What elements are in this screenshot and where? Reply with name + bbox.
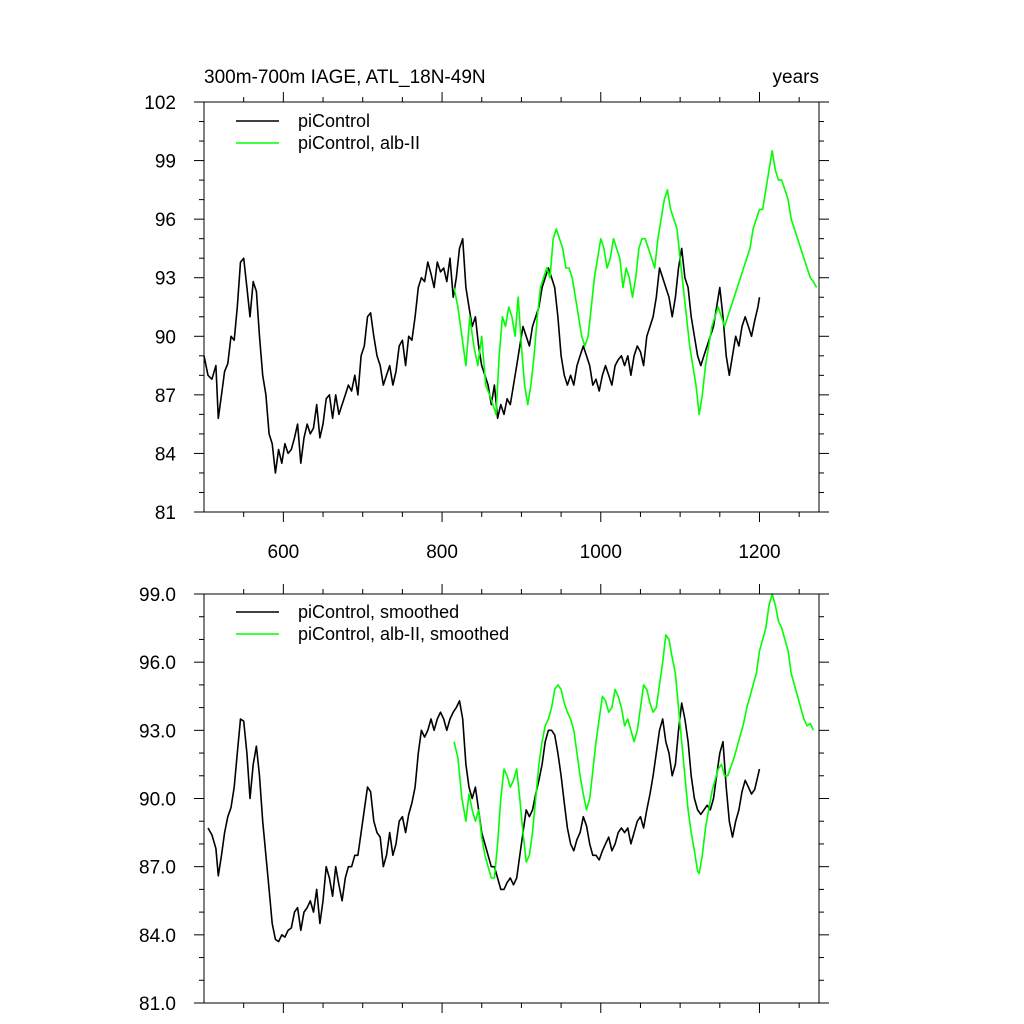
series-line-1 [453,593,815,879]
y-tick-label: 81 [155,503,176,524]
y-tick-label: 84 [155,444,177,465]
y-tick-label: 81.0 [139,994,176,1015]
legend-label-picontrol-smoothed: piControl, smoothed [298,602,459,622]
plot-frame [203,101,820,513]
y-tick-label: 87 [155,386,176,407]
legend: piControl piControl, alb-II [236,111,420,153]
legend-label-picontrol: piControl [298,111,370,131]
units-label: years [773,67,819,88]
y-tick-label: 87.0 [139,858,176,879]
bottom-panel: 81.0 84.0 87.0 90.0 93.0 96.0 99.0 piControl, … [139,584,829,1015]
y-tick-label: 99 [155,152,176,173]
series-line-1 [453,150,818,416]
y-tick-label: 90.0 [139,790,176,811]
y-tick-label: 99.0 [139,585,176,606]
legend: piControl, smoothed piControl, alb-II, s… [236,602,509,644]
series-line-0 [207,700,761,943]
y-tick-label: 102 [144,93,176,114]
series-line-0 [203,237,761,474]
legend-label-alb-ii: piControl, alb-II [298,133,420,153]
x-tick-label: 800 [426,542,458,563]
y-tick-label: 96 [155,210,176,231]
y-tick-label: 96.0 [139,653,176,674]
y-tick-label: 84.0 [139,926,176,947]
top-panel: 300m-700m IAGE, ATL_18N-49N years 600 800… [144,67,829,563]
legend-label-alb-ii-smoothed: piControl, alb-II, smoothed [298,624,509,644]
x-tick-label: 1200 [738,542,780,563]
y-tick-label: 93.0 [139,721,176,742]
y-tick-label: 90 [155,327,176,348]
chart-title: 300m-700m IAGE, ATL_18N-49N [204,67,486,88]
y-tick-label: 93 [155,269,176,290]
x-tick-label: 1000 [580,542,622,563]
x-tick-label: 600 [268,542,300,563]
